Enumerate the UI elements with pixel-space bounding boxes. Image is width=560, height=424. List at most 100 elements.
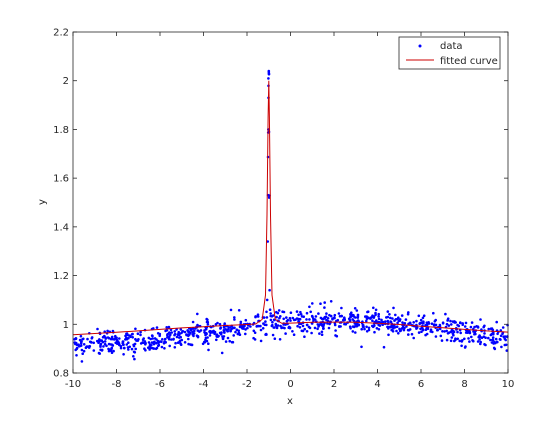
data-point [449, 319, 452, 323]
data-point [219, 327, 222, 330]
y-tick-label: 1.8 [53, 125, 69, 136]
data-point [501, 326, 505, 329]
data-point [281, 326, 285, 329]
data-point [178, 340, 181, 344]
data-point [233, 316, 236, 319]
data-point [185, 333, 188, 336]
data-point [144, 343, 147, 346]
data-point [229, 308, 233, 312]
data-point [337, 312, 341, 315]
data-point [82, 349, 86, 353]
data-point [478, 338, 481, 341]
data-point [385, 316, 388, 319]
data-point [178, 336, 181, 339]
data-point [82, 337, 85, 341]
data-point [412, 336, 416, 340]
data-point [154, 347, 158, 351]
data-point [463, 325, 467, 328]
data-point [339, 325, 342, 328]
data-point [318, 332, 321, 335]
data-point [287, 325, 291, 329]
data-point [276, 311, 280, 315]
data-point [160, 340, 163, 344]
data-point [305, 323, 309, 327]
data-point-peak [266, 240, 270, 243]
data-point [394, 313, 397, 317]
data-point [139, 330, 142, 334]
data-point [86, 337, 89, 341]
data-point [214, 323, 218, 326]
data-point [157, 341, 160, 345]
data-point [398, 319, 402, 323]
data-point [316, 327, 319, 331]
data-point [354, 331, 357, 334]
data-point [153, 337, 157, 340]
data-point [397, 332, 400, 335]
legend-box [398, 36, 501, 70]
data-point [387, 333, 390, 337]
data-point [451, 329, 455, 333]
data-point [292, 333, 296, 337]
data-point [149, 337, 152, 341]
data-point [386, 310, 390, 313]
data-point [77, 345, 81, 348]
data-point [496, 340, 499, 344]
data-point [110, 346, 114, 350]
data-point [468, 330, 472, 334]
data-point [187, 330, 190, 334]
data-point [389, 325, 392, 329]
data-point [170, 338, 173, 341]
data-point [447, 324, 451, 327]
data-point [205, 317, 208, 321]
data-point [129, 334, 132, 338]
data-point [229, 326, 232, 329]
data-point [487, 327, 491, 331]
data-point [147, 336, 151, 340]
data-point [271, 333, 275, 337]
data-point [490, 341, 494, 344]
data-point [206, 323, 210, 326]
data-point [229, 329, 232, 332]
data-point [220, 351, 224, 355]
data-point [298, 317, 302, 321]
data-point [291, 330, 294, 333]
data-point [213, 331, 217, 334]
data-point [384, 320, 387, 323]
data-point [327, 326, 331, 330]
data-point [320, 330, 324, 334]
data-point [104, 336, 107, 339]
data-point [419, 327, 422, 331]
data-point [422, 321, 425, 325]
data-point [230, 340, 234, 344]
x-tick-label: 0 [287, 379, 293, 390]
data-point [445, 322, 449, 326]
data-point-peak [265, 298, 269, 302]
data-point [279, 315, 282, 318]
data-point [489, 338, 492, 342]
data-point [320, 323, 323, 327]
data-point [378, 324, 382, 327]
data-point [174, 341, 177, 345]
data-point [365, 319, 368, 323]
data-point [163, 347, 166, 350]
data-point [407, 333, 410, 336]
data-point [478, 334, 481, 337]
data-point [264, 332, 268, 336]
data-point [319, 302, 322, 306]
data-point [394, 318, 398, 321]
x-tick-labels: -10 -8 -6 -4 -2 0 2 4 6 8 10 [65, 32, 514, 390]
data-point [389, 320, 392, 323]
data-point [322, 327, 325, 330]
data-point [190, 343, 194, 347]
data-point [357, 323, 360, 327]
data-point [222, 335, 226, 338]
data-point [168, 344, 171, 348]
data-point [132, 355, 135, 358]
data-point [97, 351, 101, 355]
data-point [456, 337, 460, 341]
data-point [377, 328, 381, 331]
data-point [351, 325, 355, 328]
data-point [209, 331, 212, 335]
data-point [369, 317, 372, 320]
